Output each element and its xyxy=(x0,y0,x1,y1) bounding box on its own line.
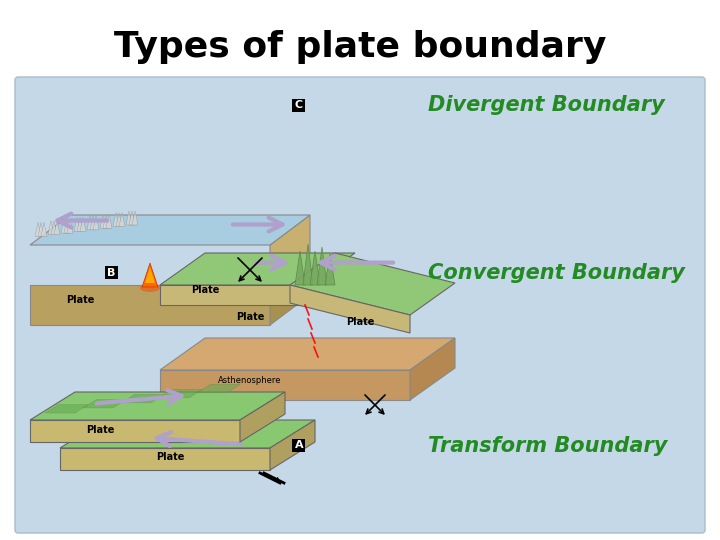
Text: Plate: Plate xyxy=(191,285,219,295)
Polygon shape xyxy=(160,338,455,370)
Polygon shape xyxy=(132,211,138,225)
Polygon shape xyxy=(67,219,73,233)
Polygon shape xyxy=(60,448,270,470)
Text: Transform Boundary: Transform Boundary xyxy=(428,435,667,456)
Text: A: A xyxy=(294,441,303,450)
Polygon shape xyxy=(90,216,96,230)
Text: Divergent Boundary: Divergent Boundary xyxy=(428,95,665,116)
Polygon shape xyxy=(51,221,57,235)
Polygon shape xyxy=(61,219,67,233)
Polygon shape xyxy=(160,370,410,400)
Polygon shape xyxy=(103,214,109,228)
FancyBboxPatch shape xyxy=(292,439,305,452)
Polygon shape xyxy=(270,215,310,285)
Polygon shape xyxy=(317,247,327,285)
Polygon shape xyxy=(74,218,80,232)
Polygon shape xyxy=(87,216,93,230)
FancyBboxPatch shape xyxy=(15,77,705,533)
Text: Plate: Plate xyxy=(156,452,184,462)
Polygon shape xyxy=(325,254,335,285)
Polygon shape xyxy=(160,253,355,285)
Text: Plate: Plate xyxy=(86,425,114,435)
Text: Convergent Boundary: Convergent Boundary xyxy=(428,262,685,283)
Polygon shape xyxy=(30,420,240,442)
Polygon shape xyxy=(290,253,455,315)
Polygon shape xyxy=(159,389,202,398)
Polygon shape xyxy=(116,213,122,227)
Text: B: B xyxy=(107,268,116,278)
Polygon shape xyxy=(100,214,106,228)
Polygon shape xyxy=(30,392,285,420)
Polygon shape xyxy=(310,251,320,285)
Polygon shape xyxy=(35,222,41,237)
Polygon shape xyxy=(121,394,164,403)
Polygon shape xyxy=(410,338,455,400)
Polygon shape xyxy=(129,211,135,225)
FancyBboxPatch shape xyxy=(292,99,305,112)
Polygon shape xyxy=(113,213,119,227)
Polygon shape xyxy=(145,267,155,283)
Polygon shape xyxy=(240,392,285,442)
Polygon shape xyxy=(126,211,132,225)
Text: Plate: Plate xyxy=(236,312,264,322)
Polygon shape xyxy=(30,285,270,325)
Polygon shape xyxy=(106,214,112,228)
Polygon shape xyxy=(54,221,60,235)
Polygon shape xyxy=(290,285,410,333)
Text: Types of plate boundary: Types of plate boundary xyxy=(114,30,606,64)
Polygon shape xyxy=(30,215,310,245)
Polygon shape xyxy=(142,263,158,287)
Polygon shape xyxy=(119,213,125,227)
Polygon shape xyxy=(270,255,310,325)
Polygon shape xyxy=(83,400,127,408)
Polygon shape xyxy=(77,218,83,232)
Polygon shape xyxy=(64,219,70,233)
Polygon shape xyxy=(80,218,86,232)
Polygon shape xyxy=(93,216,99,230)
Text: Plate: Plate xyxy=(66,295,94,305)
Text: Asthenosphere: Asthenosphere xyxy=(218,376,282,385)
Text: Plate: Plate xyxy=(346,317,374,327)
Polygon shape xyxy=(48,221,54,235)
Polygon shape xyxy=(295,251,305,285)
Polygon shape xyxy=(41,222,47,237)
Ellipse shape xyxy=(140,284,160,292)
Polygon shape xyxy=(160,285,310,305)
FancyBboxPatch shape xyxy=(105,266,118,279)
Polygon shape xyxy=(270,420,315,470)
Polygon shape xyxy=(38,222,44,237)
Polygon shape xyxy=(197,384,240,393)
Polygon shape xyxy=(303,244,313,285)
Polygon shape xyxy=(60,420,315,448)
Polygon shape xyxy=(45,404,89,413)
Text: C: C xyxy=(294,100,303,110)
